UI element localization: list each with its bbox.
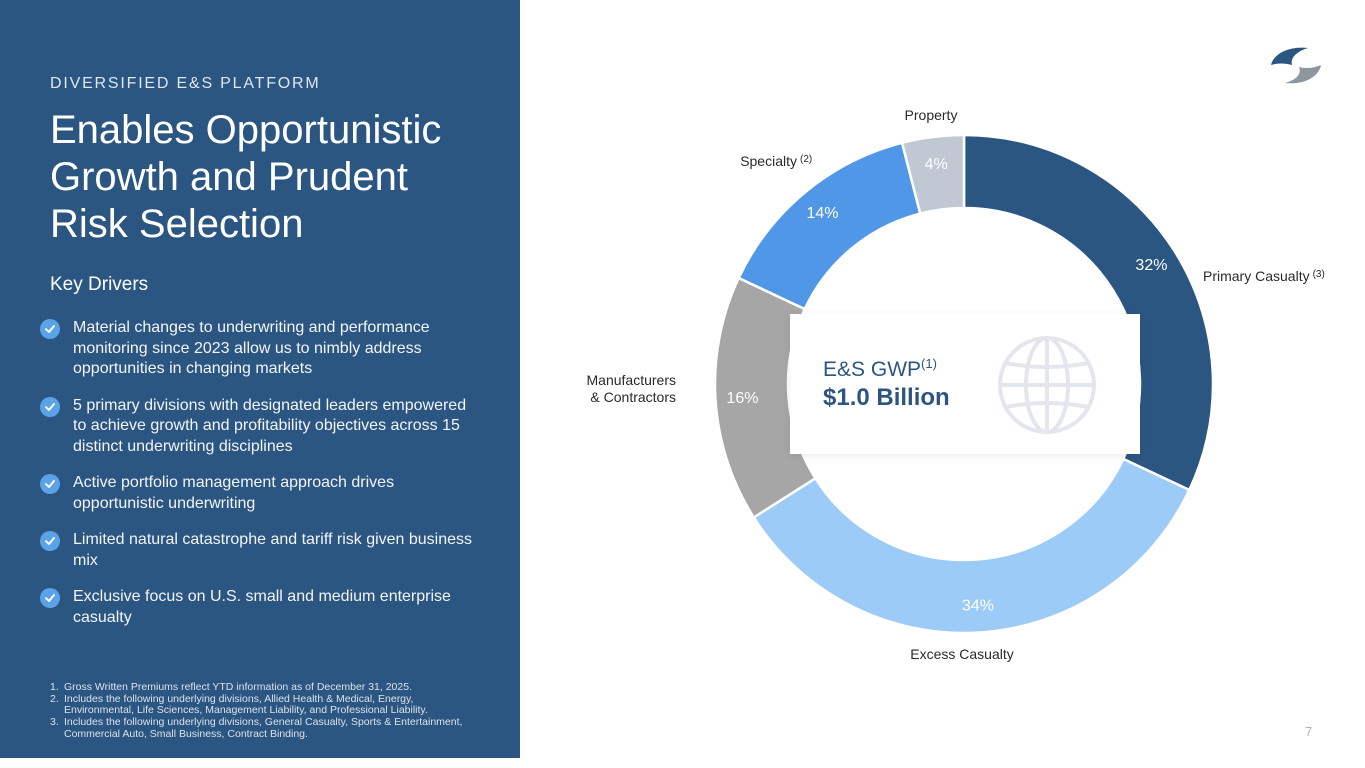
list-item-text: Exclusive focus on U.S. small and medium…	[73, 588, 451, 626]
key-drivers-heading: Key Drivers	[50, 274, 149, 295]
list-item-text: 5 primary divisions with designated lead…	[73, 396, 467, 455]
page-title: Enables Opportunistic Growth and Prudent…	[50, 108, 442, 246]
footnotes: 1. Gross Written Premiums reflect YTD inf…	[50, 681, 480, 741]
list-item-text: Active portfolio management approach dri…	[73, 474, 395, 512]
data-label: 14%	[806, 205, 838, 222]
checkmark-icon	[40, 396, 60, 417]
gwp-value: $1.0 Billion	[823, 384, 950, 411]
category-label: Manufacturers & Contractors	[587, 372, 676, 405]
footnote: 1. Gross Written Premiums reflect YTD inf…	[50, 681, 412, 693]
donut-segment-property	[900, 133, 966, 216]
list-item: Active portfolio management approach dri…	[40, 473, 480, 514]
data-label: 34%	[962, 598, 994, 615]
checkmark-icon	[40, 588, 60, 608]
category-label: Primary Casualty	[1203, 268, 1310, 284]
donut-segment-primary-casualty	[962, 133, 1215, 492]
footnote-marker: (2)	[800, 154, 812, 165]
category-label: Excess Casualty	[910, 646, 1013, 662]
checkmark-icon	[40, 319, 60, 339]
category-label: Specialty	[740, 153, 797, 169]
footnote: 2. Includes the following underlying divi…	[50, 692, 428, 717]
globe-icon	[998, 336, 1096, 434]
list-item: Limited natural catastrophe and tariff r…	[40, 530, 480, 571]
list-item: Material changes to underwriting and per…	[40, 318, 480, 380]
donut-segment-excess-casualty	[752, 457, 1191, 635]
list-item: 5 primary divisions with designated lead…	[40, 396, 480, 458]
page-number: 7	[1305, 724, 1313, 739]
center-summary-card: E&S GWP(1) $1.0 Billion	[790, 314, 1140, 454]
section-eyebrow: DIVERSIFIED E&S PLATFORM	[50, 75, 321, 92]
key-drivers-list: Material changes to underwriting and per…	[40, 318, 480, 644]
checkmark-icon	[40, 474, 60, 494]
list-item: Exclusive focus on U.S. small and medium…	[40, 587, 480, 628]
list-item-text: Material changes to underwriting and per…	[73, 319, 430, 377]
data-label: 32%	[1135, 257, 1167, 274]
data-label: 16%	[726, 390, 758, 407]
gwp-label: E&S GWP(1)	[823, 356, 937, 381]
left-panel: DIVERSIFIED E&S PLATFORM Enables Opportu…	[0, 0, 520, 758]
checkmark-icon	[40, 531, 60, 551]
category-label: Property	[905, 107, 958, 123]
footnote: 3. Includes the following underlying divi…	[50, 716, 463, 740]
footnote-marker: (3)	[1313, 269, 1325, 280]
data-label: 4%	[925, 156, 948, 173]
list-item-text: Limited natural catastrophe and tariff r…	[73, 531, 473, 569]
company-logo	[1271, 47, 1321, 84]
